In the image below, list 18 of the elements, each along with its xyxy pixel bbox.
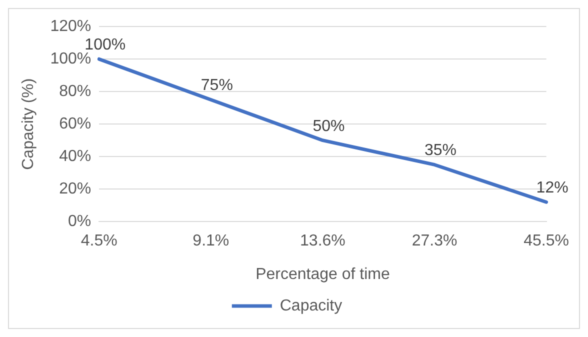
x-tick-label: 13.6%: [300, 232, 346, 250]
y-tick-label: 0%: [68, 213, 92, 230]
x-tick-label: 4.5%: [80, 232, 118, 250]
y-tick-label: 80%: [59, 83, 92, 100]
y-tick-label: 60%: [59, 116, 92, 133]
x-tick-label: 9.1%: [192, 232, 230, 250]
legend-label: Capacity: [280, 297, 342, 314]
y-tick-label: 20%: [59, 180, 92, 198]
y-tick-label: 120%: [50, 18, 92, 36]
y-tick-label: 40%: [59, 148, 92, 166]
data-label: 50%: [312, 118, 345, 135]
x-tick-label: 45.5%: [524, 232, 570, 250]
x-axis-title: Percentage of time: [256, 266, 390, 283]
data-label: 75%: [200, 77, 233, 94]
y-axis-title: Capacity (%): [20, 78, 38, 170]
x-tick-label: 27.3%: [412, 232, 458, 250]
data-label: 12%: [536, 180, 568, 197]
data-label: 35%: [424, 142, 457, 160]
